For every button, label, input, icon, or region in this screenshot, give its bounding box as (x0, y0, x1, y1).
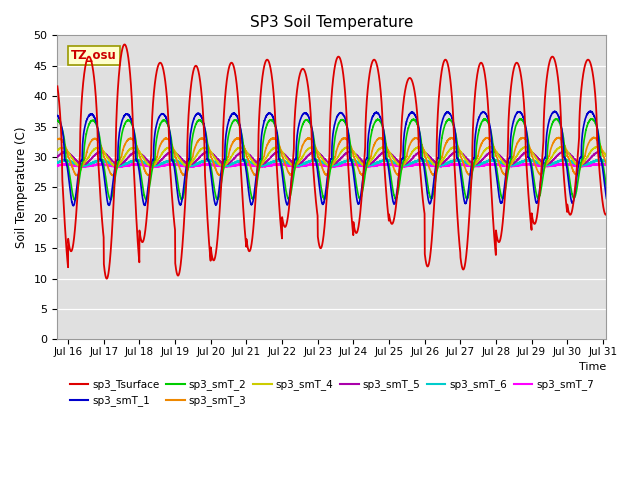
sp3_smT_6 (264, 161, 271, 167)
Line: sp3_Tsurface: sp3_Tsurface (58, 45, 607, 279)
sp3_Tsurface (463, 241, 471, 247)
Text: Time: Time (579, 362, 607, 372)
sp3_smT_6 (54, 159, 61, 165)
sp3_smT_1 (383, 156, 390, 162)
Line: sp3_smT_4: sp3_smT_4 (58, 146, 607, 166)
sp3_smT_6 (411, 159, 419, 165)
sp3_smT_5 (80, 162, 88, 168)
Line: sp3_smT_6: sp3_smT_6 (58, 160, 607, 166)
sp3_smT_3 (264, 142, 271, 148)
sp3_smT_1 (54, 113, 61, 119)
sp3_smT_4 (183, 163, 191, 169)
sp3_smT_1 (463, 196, 471, 202)
sp3_smT_1 (586, 108, 594, 114)
sp3_Tsurface (505, 108, 513, 114)
sp3_smT_1 (154, 119, 161, 125)
Title: SP3 Soil Temperature: SP3 Soil Temperature (250, 15, 413, 30)
sp3_smT_6 (311, 157, 319, 163)
Line: sp3_smT_3: sp3_smT_3 (58, 137, 607, 176)
sp3_smT_5 (154, 160, 161, 166)
sp3_smT_6 (463, 160, 471, 166)
sp3_smT_2 (463, 195, 471, 201)
sp3_smT_2 (71, 197, 79, 203)
sp3_smT_6 (154, 162, 161, 168)
sp3_Tsurface (54, 84, 61, 89)
sp3_smT_3 (505, 165, 513, 171)
sp3_smT_5 (561, 148, 568, 154)
sp3_smT_7 (505, 163, 513, 168)
Line: sp3_smT_5: sp3_smT_5 (58, 151, 607, 165)
sp3_smT_5 (383, 149, 390, 155)
sp3_smT_7 (54, 163, 61, 168)
sp3_Tsurface (103, 276, 111, 282)
sp3_smT_1 (505, 156, 513, 161)
sp3_smT_2 (505, 164, 513, 169)
Line: sp3_smT_1: sp3_smT_1 (58, 111, 607, 205)
sp3_smT_2 (411, 117, 419, 123)
Legend: sp3_Tsurface, sp3_smT_1, sp3_smT_2, sp3_smT_3, sp3_smT_4, sp3_smT_5, sp3_smT_6, : sp3_Tsurface, sp3_smT_1, sp3_smT_2, sp3_… (65, 375, 598, 410)
sp3_Tsurface (121, 42, 129, 48)
sp3_smT_2 (603, 184, 611, 190)
sp3_smT_7 (383, 161, 390, 167)
sp3_smT_7 (183, 164, 191, 170)
sp3_smT_1 (264, 111, 271, 117)
sp3_smT_7 (559, 161, 567, 167)
sp3_smT_3 (411, 135, 419, 141)
sp3_smT_5 (505, 160, 513, 166)
sp3_smT_3 (463, 170, 471, 176)
sp3_smT_6 (603, 159, 611, 165)
sp3_smT_7 (154, 163, 161, 169)
Line: sp3_smT_2: sp3_smT_2 (58, 119, 607, 200)
sp3_Tsurface (411, 89, 419, 95)
sp3_smT_3 (603, 162, 611, 168)
Y-axis label: Soil Temperature (C): Soil Temperature (C) (15, 127, 28, 248)
sp3_smT_4 (264, 153, 271, 159)
sp3_smT_7 (603, 162, 611, 168)
sp3_smT_3 (589, 134, 597, 140)
sp3_smT_5 (463, 156, 471, 162)
sp3_smT_5 (264, 158, 271, 164)
sp3_smT_6 (505, 162, 513, 168)
sp3_smT_5 (411, 153, 419, 158)
sp3_smT_4 (593, 144, 600, 149)
sp3_smT_4 (383, 146, 390, 152)
sp3_smT_2 (264, 121, 271, 127)
sp3_smT_3 (154, 154, 161, 159)
sp3_smT_1 (603, 195, 611, 201)
sp3_smT_4 (505, 162, 513, 168)
sp3_smT_5 (603, 152, 611, 158)
sp3_smT_2 (552, 116, 560, 122)
sp3_Tsurface (264, 57, 271, 62)
Line: sp3_smT_7: sp3_smT_7 (58, 164, 607, 167)
sp3_smT_6 (383, 157, 391, 163)
sp3_smT_3 (109, 173, 116, 179)
sp3_smT_7 (264, 163, 271, 169)
sp3_smT_2 (54, 118, 61, 123)
sp3_smT_3 (383, 144, 390, 150)
sp3_smT_7 (463, 162, 471, 168)
sp3_smT_3 (54, 136, 61, 142)
sp3_Tsurface (603, 212, 611, 217)
sp3_smT_4 (54, 147, 61, 153)
Text: TZ_osu: TZ_osu (71, 49, 117, 62)
sp3_smT_6 (78, 163, 86, 169)
sp3_smT_4 (603, 154, 611, 159)
sp3_smT_7 (411, 162, 419, 168)
sp3_smT_1 (411, 111, 419, 117)
sp3_smT_4 (154, 158, 161, 164)
sp3_Tsurface (383, 198, 391, 204)
sp3_smT_5 (54, 154, 61, 160)
sp3_smT_2 (154, 132, 161, 138)
sp3_Tsurface (154, 66, 161, 72)
sp3_smT_4 (463, 159, 471, 165)
sp3_smT_1 (70, 203, 77, 208)
sp3_smT_2 (383, 156, 390, 162)
sp3_smT_4 (411, 146, 419, 152)
